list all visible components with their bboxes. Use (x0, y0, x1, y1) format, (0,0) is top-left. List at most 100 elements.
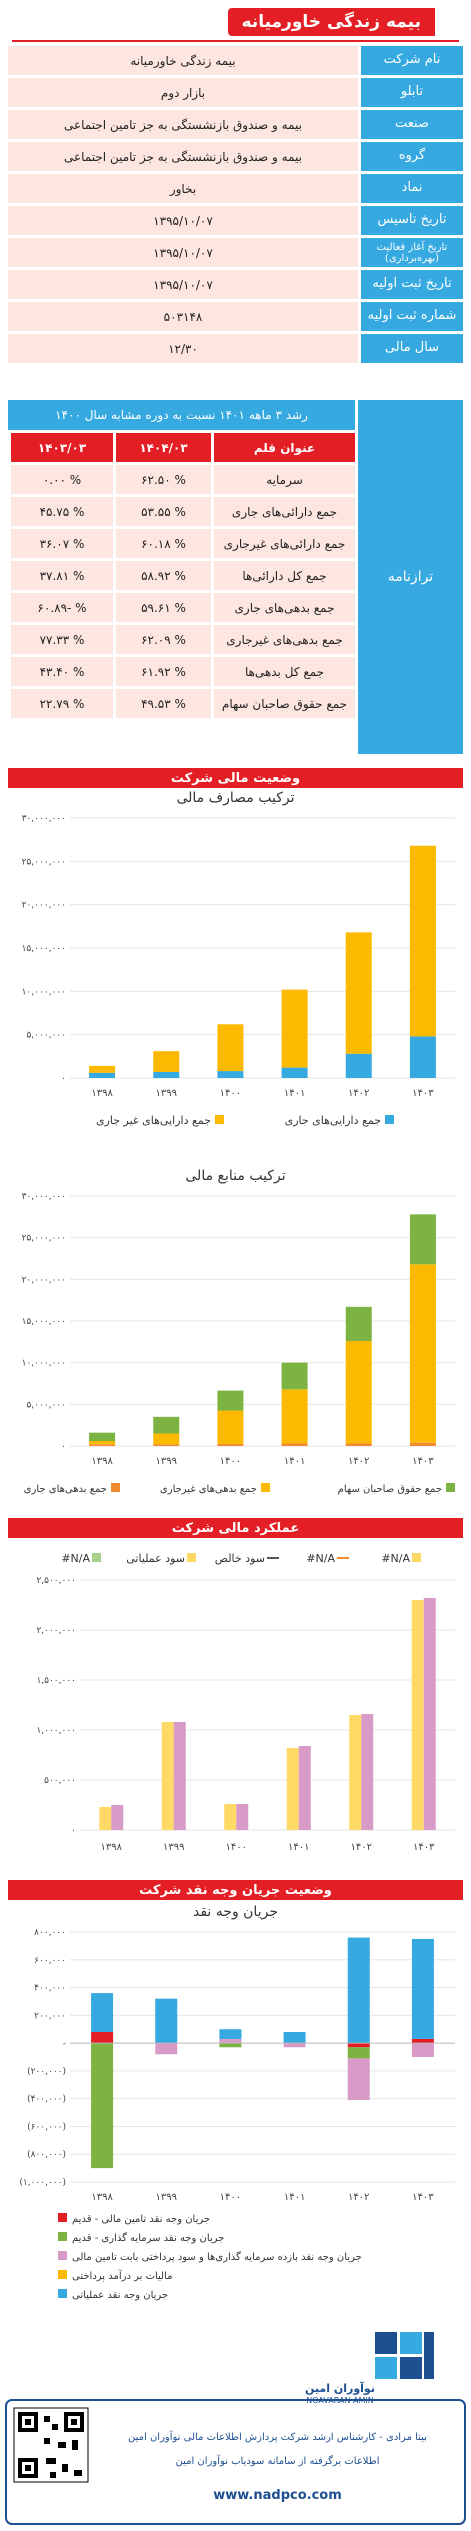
company-info-table: نام شرکت بیمه زندگی خاورمیانه تابلو بازار د… (8, 46, 463, 366)
x-tick-label: ۱۴۰۱ (284, 2192, 305, 2203)
legend-label: جریان وجه نقد عملیاتی (72, 2290, 168, 2301)
bar-2 (91, 2043, 114, 2169)
table-cell: جمع حقوق صاحبان سهام (214, 689, 355, 718)
bar-5 (411, 1938, 434, 2039)
bar-3 (219, 2038, 242, 2044)
info-value: ۵۰۳۱۴۸ (8, 302, 358, 331)
bar-2 (153, 1051, 180, 1072)
table-cell: % ۶۲.۵۰ (116, 465, 211, 494)
info-row: تاریخ تاسیس ۱۳۹۵/۱۰/۰۷ (8, 206, 463, 235)
bar-2 (217, 1024, 244, 1072)
x-tick-label: ۱۴۰۰ (220, 2192, 241, 2203)
info-row: نام شرکت بیمه زندگی خاورمیانه (8, 46, 463, 75)
y-tick-label: - (63, 2039, 66, 2049)
info-value: بیمه و صندوق بازنشستگی به جز تامین اجتما… (8, 110, 358, 139)
bar-3 (411, 2043, 434, 2057)
bar-3 (155, 2043, 178, 2055)
info-value: بخاور (8, 174, 358, 203)
y-tick-label: ۸۰۰,۰۰۰ (34, 1928, 66, 1938)
x-tick-label: ۱۴۰۰ (226, 1842, 247, 1853)
info-row: نماد بخاور (8, 174, 463, 203)
y-tick-label: ۳۰,۰۰۰,۰۰۰ (22, 814, 66, 824)
balance-sheet-row: سرمایه% ۶۲.۵۰% ۰.۰۰ (8, 465, 355, 494)
header-cell: عنوان قلم (214, 433, 355, 462)
bar-2 (89, 1065, 116, 1073)
y-tick-label: (۸۰۰,۰۰۰) (27, 2150, 66, 2160)
legend-label: جمع دارایی‌های جاری (285, 1114, 381, 1127)
table-cell: % ۶۲.۰۹ (116, 625, 211, 654)
x-tick-label: ۱۳۹۸ (91, 1456, 113, 1467)
legend-swatch (385, 1115, 394, 1124)
legend-label: #N/A (381, 1552, 410, 1565)
bar-1 (347, 2043, 370, 2048)
bar-3 (347, 2058, 370, 2101)
bar-3 (217, 1390, 244, 1411)
table-cell: % ۶۰.۱۸ (116, 529, 211, 558)
x-tick-label: ۱۴۰۰ (220, 1088, 241, 1099)
x-tick-label: ۱۳۹۸ (101, 1842, 123, 1853)
x-tick-label: ۱۴۰۲ (348, 1088, 369, 1099)
bar-5 (219, 2029, 242, 2039)
legend-label: جمع دارایی‌های غیر جاری (96, 1114, 211, 1127)
x-tick-label: ۱۳۹۹ (156, 1456, 177, 1467)
bar-2 (345, 932, 372, 1054)
legend-label: جمع حقوق صاحبان سهام (338, 1484, 442, 1495)
bar-2 (217, 1410, 244, 1444)
table-cell: جمع بدهی‌های جاری (214, 593, 355, 622)
bar-1 (217, 1071, 244, 1078)
balance-sheet-row: جمع دارائی‌های غیرجاری% ۶۰.۱۸% ۳۶.۰۷ (8, 529, 355, 558)
info-value: بیمه و صندوق بازنشستگی به جز تامین اجتما… (8, 142, 358, 171)
info-label: شماره ثبت اولیه (361, 302, 463, 331)
x-tick-label: ۱۴۰۳ (412, 1088, 434, 1099)
y-tick-label: ۲۰,۰۰۰,۰۰۰ (22, 1275, 66, 1285)
y-tick-label: ۰ (61, 1074, 66, 1084)
y-tick-label: ۱,۰۰۰,۰۰۰ (36, 1726, 76, 1736)
bar-2 (281, 1389, 308, 1444)
chart-cashflow: (۱,۰۰۰,۰۰۰) (۸۰۰,۰۰۰) (۶۰۰,۰۰۰) (۴۰۰,۰۰۰) (۲… (19, 1928, 455, 2301)
y-tick-label: (۴۰۰,۰۰۰) (27, 2095, 66, 2105)
table-cell: % ۷۷.۳۳ (11, 625, 113, 654)
y-tick-label: (۲۰۰,۰۰۰) (27, 2067, 66, 2077)
info-value: ۱۳۹۵/۱۰/۰۷ (8, 238, 358, 267)
x-tick-label: ۱۳۹۹ (156, 2192, 177, 2203)
growth-title: رشد ۳ ماهه ۱۴۰۱ نسبت به دوره مشابه سال ۱… (8, 400, 355, 430)
legend-swatch (92, 1553, 101, 1562)
x-tick-label: ۱۴۰۱ (284, 1088, 305, 1099)
y-tick-label: ۵,۰۰۰,۰۰۰ (26, 1031, 66, 1041)
footer: نوآوران امین NOAVARAN AMIN بیتا مرادی - … (0, 2320, 471, 2531)
balance-sheet-row: جمع حقوق صاحبان سهام% ۴۹.۵۳% ۲۲.۷۹ (8, 689, 355, 718)
info-row: گروه بیمه و صندوق بازنشستگی به جز تامین ا… (8, 142, 463, 171)
info-label: تاریخ تاسیس (361, 206, 463, 235)
footer-source: اطلاعات برگرفته از سامانه سودیاب نوآوران… (175, 2456, 380, 2467)
info-row: تابلو بازار دوم (8, 78, 463, 107)
legend-label: مالیات بر درآمد پرداختی (72, 2269, 173, 2282)
x-tick-label: ۱۴۰۲ (348, 1456, 369, 1467)
footer-frame (5, 2399, 466, 2525)
bar-1 (349, 1715, 362, 1830)
info-label: تابلو (361, 78, 463, 107)
bar-2 (347, 2047, 370, 2059)
info-value: ۱۲/۳۰ (8, 334, 358, 363)
info-label: تاریخ آغاز فعالیت (بهره‌برداری) (361, 238, 463, 267)
y-tick-label: ۱۰,۰۰۰,۰۰۰ (22, 987, 66, 997)
y-tick-label: (۶۰۰,۰۰۰) (27, 2122, 66, 2132)
x-tick-label: ۱۴۰۲ (348, 2192, 369, 2203)
footer-url[interactable]: www.nadpco.com (213, 2488, 342, 2503)
y-tick-label: ۱۵,۰۰۰,۰۰۰ (22, 1317, 66, 1327)
table-cell: جمع کل بدهی‌ها (214, 657, 355, 686)
table-cell: جمع دارائی‌های غیرجاری (214, 529, 355, 558)
info-value: بیمه زندگی خاورمیانه (8, 46, 358, 75)
bar-3 (409, 1214, 436, 1265)
info-label: صنعت (361, 110, 463, 139)
legend-swatch (58, 2270, 67, 2279)
y-tick-label: ۳۰,۰۰۰,۰۰۰ (22, 1192, 66, 1202)
legend-swatch (58, 2289, 67, 2298)
page-header: بیمه زندگی خاورمیانه (0, 0, 471, 44)
y-tick-label: ۵۰۰,۰۰۰ (44, 1776, 76, 1786)
header-cell: ۱۴۰۳/۰۳ (11, 433, 113, 462)
bar-2 (111, 1805, 124, 1830)
table-cell: % -۶۰.۸۹ (11, 593, 113, 622)
bar-1 (217, 1443, 244, 1446)
legend-swatch (261, 1483, 270, 1492)
legend-label: جریان وجه نقد سرمایه گذاری - قدیم (72, 2232, 224, 2244)
